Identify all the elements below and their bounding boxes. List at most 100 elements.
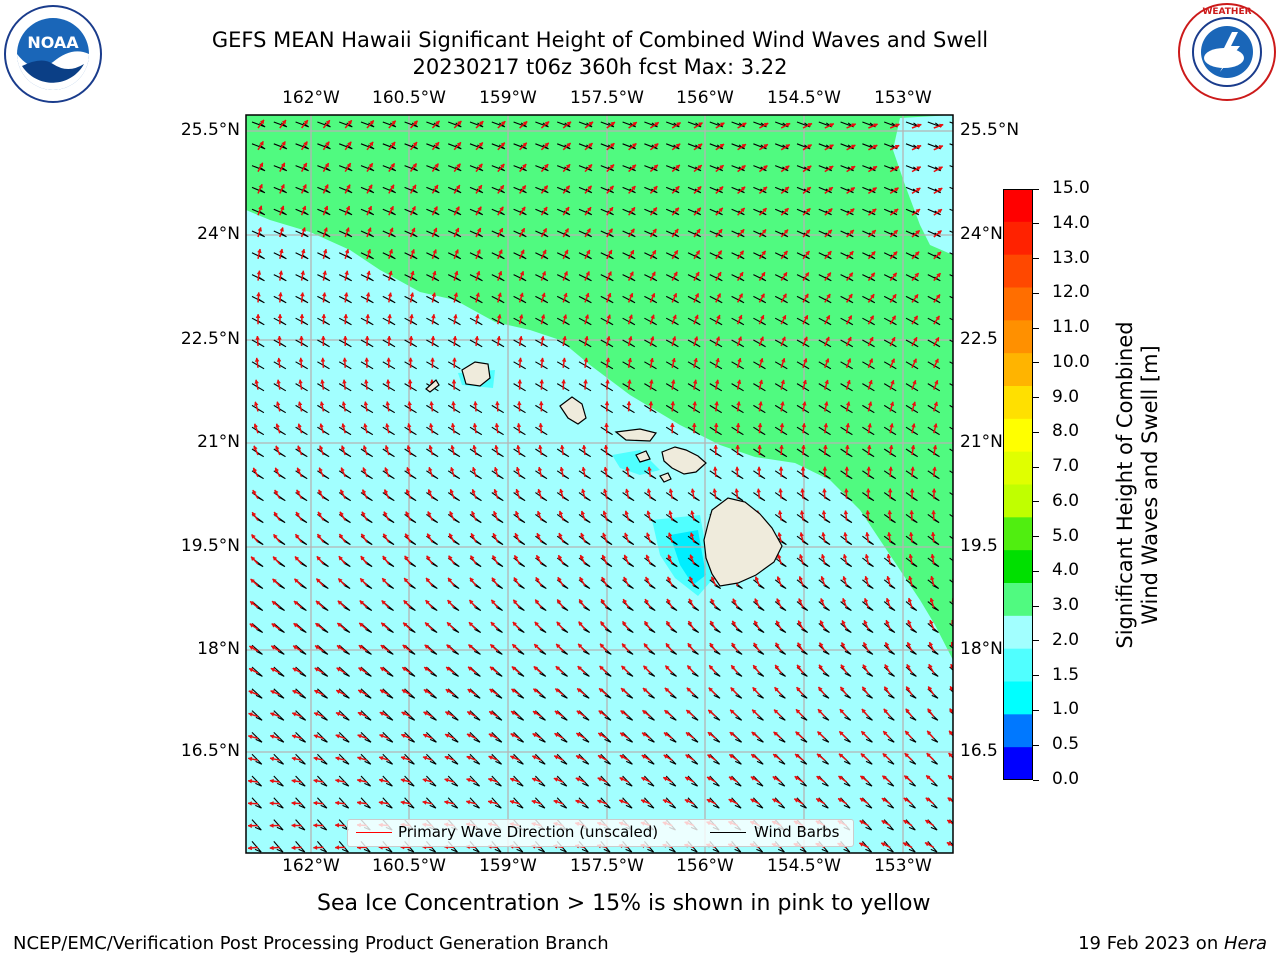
wind-barb	[338, 317, 352, 326]
wind-barb	[426, 361, 439, 370]
wave-arrowhead	[511, 688, 516, 694]
wave-arrowhead	[925, 797, 931, 802]
wave-arrowhead	[648, 400, 654, 406]
colorbar-tick-label: 14.0	[1052, 212, 1090, 233]
wave-arrowhead	[365, 313, 371, 319]
wind-barb	[687, 535, 700, 546]
wave-arrowhead	[959, 273, 963, 277]
wave-arrowhead	[455, 206, 460, 212]
wind-barb	[752, 797, 764, 809]
wave-arrowhead	[872, 166, 878, 171]
wave-arrowhead	[475, 292, 480, 297]
wave-arrowhead	[472, 444, 477, 450]
wave-arrowhead	[872, 187, 878, 192]
wave-arrowhead	[362, 445, 368, 450]
wave-arrowhead	[911, 422, 916, 428]
wave-arrowhead	[554, 688, 560, 693]
wind-barb	[905, 383, 919, 392]
wind-barb	[774, 295, 788, 304]
nws-logo: WEATHER	[1176, 2, 1278, 102]
wind-barb	[251, 383, 265, 392]
wind-barb	[840, 317, 854, 326]
wind-barb	[513, 688, 525, 699]
wind-barb	[317, 710, 328, 721]
wind-barb	[622, 470, 635, 480]
wind-barb	[644, 492, 657, 502]
wave-arrowhead	[279, 205, 285, 211]
wave-arrowhead	[428, 466, 433, 472]
wave-arrowhead	[359, 600, 365, 605]
wave-arrowhead	[892, 293, 897, 299]
wave-arrowhead	[782, 271, 788, 277]
wave-arrowhead	[891, 336, 896, 342]
wave-arrowhead	[846, 379, 851, 385]
wave-arrowhead	[888, 444, 894, 450]
wind-barb	[447, 710, 459, 721]
wind-barb	[731, 121, 746, 128]
wave-arrowhead	[298, 357, 304, 362]
wave-arrowhead	[762, 207, 767, 213]
wave-arrowhead	[541, 292, 546, 298]
wind-barb	[513, 317, 527, 326]
wave-arrowhead	[493, 466, 499, 472]
wave-arrowhead	[250, 556, 256, 562]
wind-barb	[905, 426, 919, 436]
wave-arrowhead	[948, 730, 953, 736]
wave-arrowhead	[366, 270, 371, 276]
wave-arrowhead	[337, 600, 343, 606]
wave-arrowhead	[796, 686, 801, 692]
wave-arrowhead	[757, 422, 763, 428]
wave-arrowhead	[735, 422, 741, 428]
wave-arrowhead	[956, 402, 960, 406]
wave-arrowhead	[385, 379, 391, 384]
wave-arrowhead	[445, 689, 451, 694]
wave-arrowhead	[947, 797, 953, 802]
wind-barb	[862, 361, 875, 370]
wind-barb	[426, 208, 440, 216]
wave-arrowhead	[798, 553, 804, 559]
wind-barb	[317, 688, 328, 699]
wind-barb	[818, 121, 833, 128]
wave-arrowhead	[494, 422, 500, 428]
wind-barb	[404, 274, 418, 282]
wave-arrowhead	[493, 488, 498, 494]
wave-arrowhead	[892, 272, 897, 278]
wind-barb	[556, 317, 570, 326]
wave-arrowhead	[299, 313, 305, 319]
wind-barb	[644, 535, 656, 546]
lat-label-left: 22.5°N	[180, 329, 240, 349]
wave-arrowhead	[597, 755, 603, 760]
wave-arrowhead	[515, 466, 521, 472]
wave-arrowhead	[443, 800, 449, 805]
wave-arrowhead	[362, 467, 367, 472]
wind-barb	[753, 121, 767, 128]
colorbar-tick-label: 15.0	[1052, 178, 1090, 198]
wave-arrowhead	[621, 643, 627, 648]
wave-arrowhead	[295, 511, 301, 517]
wave-arrowhead	[889, 401, 895, 407]
wave-arrowhead	[916, 145, 922, 150]
wave-arrowhead	[645, 576, 650, 582]
wave-arrowhead	[818, 686, 823, 692]
wave-arrowhead	[842, 597, 847, 603]
wave-arrowhead	[368, 162, 373, 168]
wave-arrowhead	[584, 335, 589, 341]
wind-barb	[840, 557, 853, 568]
wave-arrowhead	[346, 184, 351, 190]
wave-arrowhead	[849, 250, 854, 256]
wave-arrowhead	[907, 641, 912, 647]
wind-barb	[927, 361, 941, 370]
colorbar-tick-mark	[1033, 188, 1039, 190]
wind-barb	[317, 448, 330, 458]
wave-arrowhead	[558, 510, 564, 516]
wave-arrowhead	[739, 271, 744, 277]
wave-arrowhead	[715, 357, 720, 363]
wave-arrowhead	[763, 165, 768, 170]
wave-arrowhead	[688, 620, 693, 626]
wind-barb	[360, 710, 372, 721]
wind-barb	[338, 252, 353, 260]
wave-arrowhead	[737, 336, 743, 341]
wave-arrowhead	[586, 206, 592, 212]
wind-barb	[927, 513, 940, 524]
wave-arrowhead	[291, 823, 296, 828]
